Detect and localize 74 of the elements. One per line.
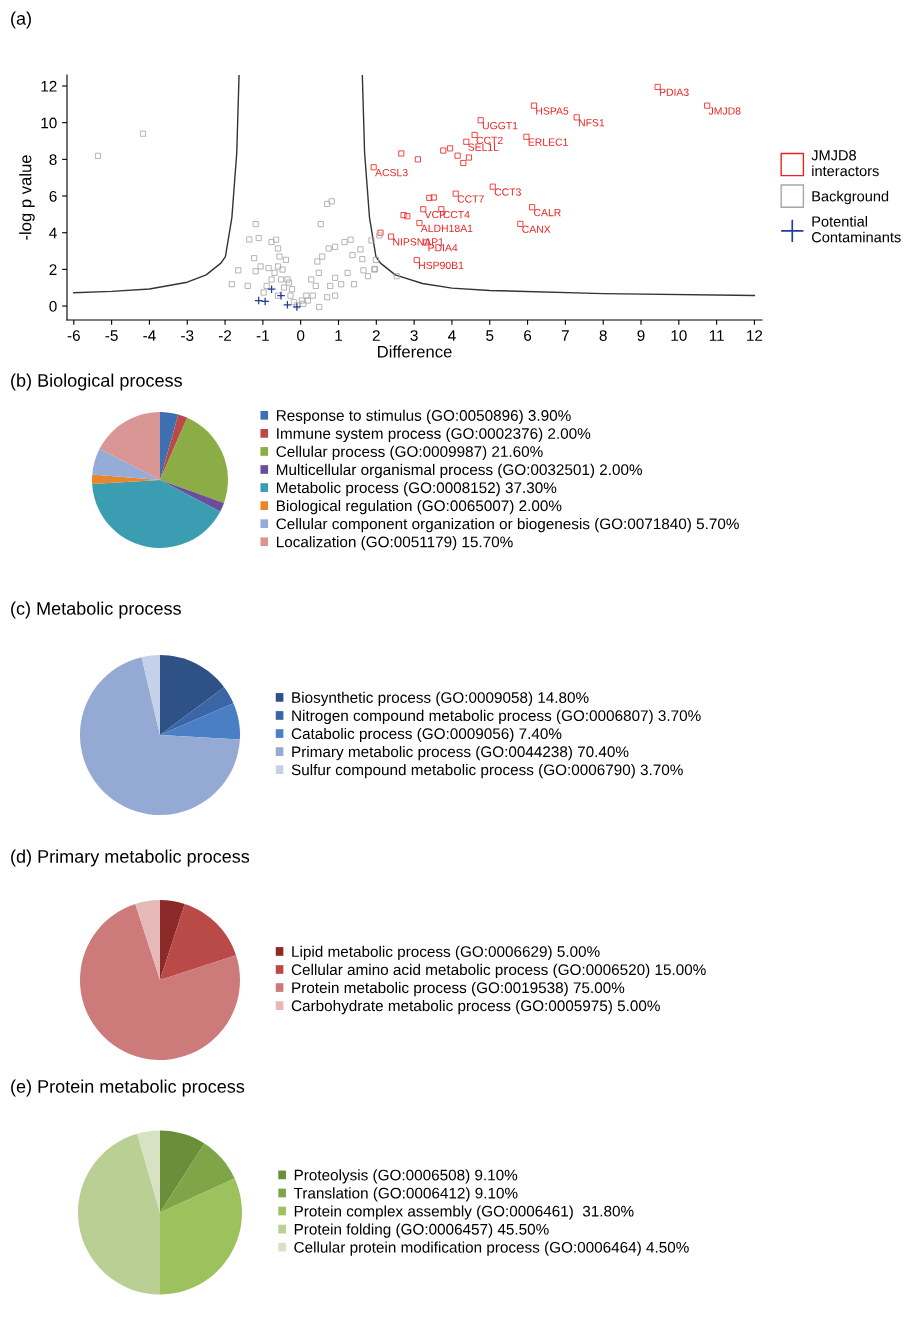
x-tick-label: 9 <box>637 330 645 341</box>
annotation: CCT7 <box>457 195 484 203</box>
x-tick-label: 0 <box>297 330 305 341</box>
x-tick-label: 8 <box>599 330 607 341</box>
x-tick-label: 3 <box>410 330 418 341</box>
x-tick-label: 10 <box>671 330 687 341</box>
chart-title: (b) Biological process <box>11 373 182 391</box>
annotation: JMJD8 <box>708 107 741 115</box>
annotation: HSP90B1 <box>419 261 464 270</box>
x-tick-label: 7 <box>561 330 569 341</box>
annotation: ALDH18A1 <box>420 224 473 233</box>
chart-title: (e) Protein metabolic process <box>11 1079 245 1097</box>
legend-label: Biological regulation (GO:0065007) 2.00% <box>276 499 562 515</box>
y-tick-label: 4 <box>49 227 57 239</box>
annotation: ACSL3 <box>375 168 408 177</box>
legend-label: Cellular process (GO:0009987) 21.60% <box>276 445 543 461</box>
annotation: CANX <box>522 225 551 233</box>
x-tick-label: 6 <box>524 330 532 341</box>
x-tick-label: 12 <box>747 330 763 341</box>
legend-label: Translation (GO:0006412) 9.10% <box>293 1187 518 1202</box>
annotation: CALR <box>534 208 561 217</box>
y-tick-label: 2 <box>49 264 57 275</box>
legend-label: Potential Contaminants <box>811 215 901 243</box>
x-tick-label: -5 <box>105 330 118 341</box>
y-tick-label: 6 <box>49 190 57 202</box>
legend-label: Carbohydrate metabolic process (GO:0005975) 5.00% <box>291 999 660 1015</box>
annotation: CCT2 <box>476 136 503 145</box>
legend-label: Proteolysis (GO:0006508) 9.10% <box>294 1169 518 1184</box>
chart-title: (a) <box>11 11 31 29</box>
x-tick-label: -3 <box>181 330 194 341</box>
x-tick-label: 4 <box>448 330 456 341</box>
legend-label: Biosynthetic process (GO:0009058) 14.80% <box>292 691 589 706</box>
legend-label: Multicellular organismal process (GO:0032501) 2.00% <box>276 463 643 479</box>
x-tick-label: 5 <box>486 330 494 341</box>
annotation: NFS1 <box>578 119 605 127</box>
legend-label: Immune system process (GO:0002376) 2.00% <box>277 427 591 442</box>
x-tick-label: 11 <box>709 330 724 341</box>
legend-label: Cellular protein modification process (GO:0006464) 4.50% <box>294 1241 689 1256</box>
x-tick-label: 1 <box>335 330 342 341</box>
annotation: PDIA3 <box>659 88 689 96</box>
legend-label: Catabolic process (GO:0009056) 7.40% <box>291 727 562 743</box>
x-tick-label: -2 <box>218 330 232 341</box>
annotation: UGGT1 <box>482 121 518 130</box>
legend-label: Metabolic process (GO:0008152) 37.30% <box>276 481 557 497</box>
legend-label: Protein complex assembly (GO:0006461) 31.80% <box>294 1205 634 1220</box>
chart-title: (d) Primary metabolic process <box>11 849 250 867</box>
annotation: HSPA5 <box>536 107 569 115</box>
legend-label: Lipid metabolic process (GO:0006629) 5.00% <box>292 945 600 961</box>
legend-label: JMJD8 interactors <box>811 150 879 177</box>
legend-label: Primary metabolic process (GO:0044238) 70.40% <box>292 745 629 761</box>
legend-label: Protein metabolic process (GO:0019538) 75.00% <box>292 981 625 997</box>
annotation: ERLEC1 <box>528 138 568 146</box>
x-tick-label: -6 <box>67 330 80 341</box>
legend-label: Nitrogen compound metabolic process (GO:0006807) 3.70% <box>292 709 701 725</box>
annotation: CCT3 <box>494 188 521 196</box>
legend-label: Cellular amino acid metabolic process (GO:0006520) 15.00% <box>291 963 706 979</box>
y-axis-title: -log p value <box>19 155 35 240</box>
annotation: PDIA4 <box>428 244 458 252</box>
legend-label: Cellular component organization or biogenesis (GO:0071840) 5.70% <box>276 518 739 533</box>
x-tick-label: -4 <box>143 330 156 341</box>
annotation: SEL1L <box>468 143 499 151</box>
y-tick-label: 10 <box>41 117 57 129</box>
y-tick-label: 12 <box>41 80 57 92</box>
y-tick-label: 8 <box>49 154 57 166</box>
x-tick-label: -1 <box>256 330 269 341</box>
legend-label: Sulfur compound metabolic process (GO:0006790) 3.70% <box>291 764 683 779</box>
legend-label: Localization (GO:0051179) 15.70% <box>276 536 513 551</box>
x-axis-title: Difference <box>378 345 452 358</box>
x-tick-label: 2 <box>372 330 380 341</box>
chart-title: (c) Metabolic process <box>11 601 181 619</box>
legend-label: Protein folding (GO:0006457) 45.50% <box>294 1223 549 1238</box>
y-tick-label: 0 <box>49 300 57 312</box>
legend-label: Response to stimulus (GO:0050896) 3.90% <box>276 409 571 424</box>
legend-label: Background <box>812 190 889 205</box>
